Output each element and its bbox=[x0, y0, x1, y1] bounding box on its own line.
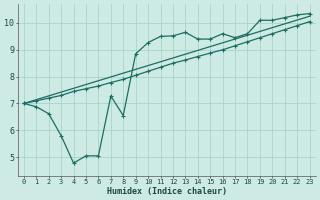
X-axis label: Humidex (Indice chaleur): Humidex (Indice chaleur) bbox=[107, 187, 227, 196]
